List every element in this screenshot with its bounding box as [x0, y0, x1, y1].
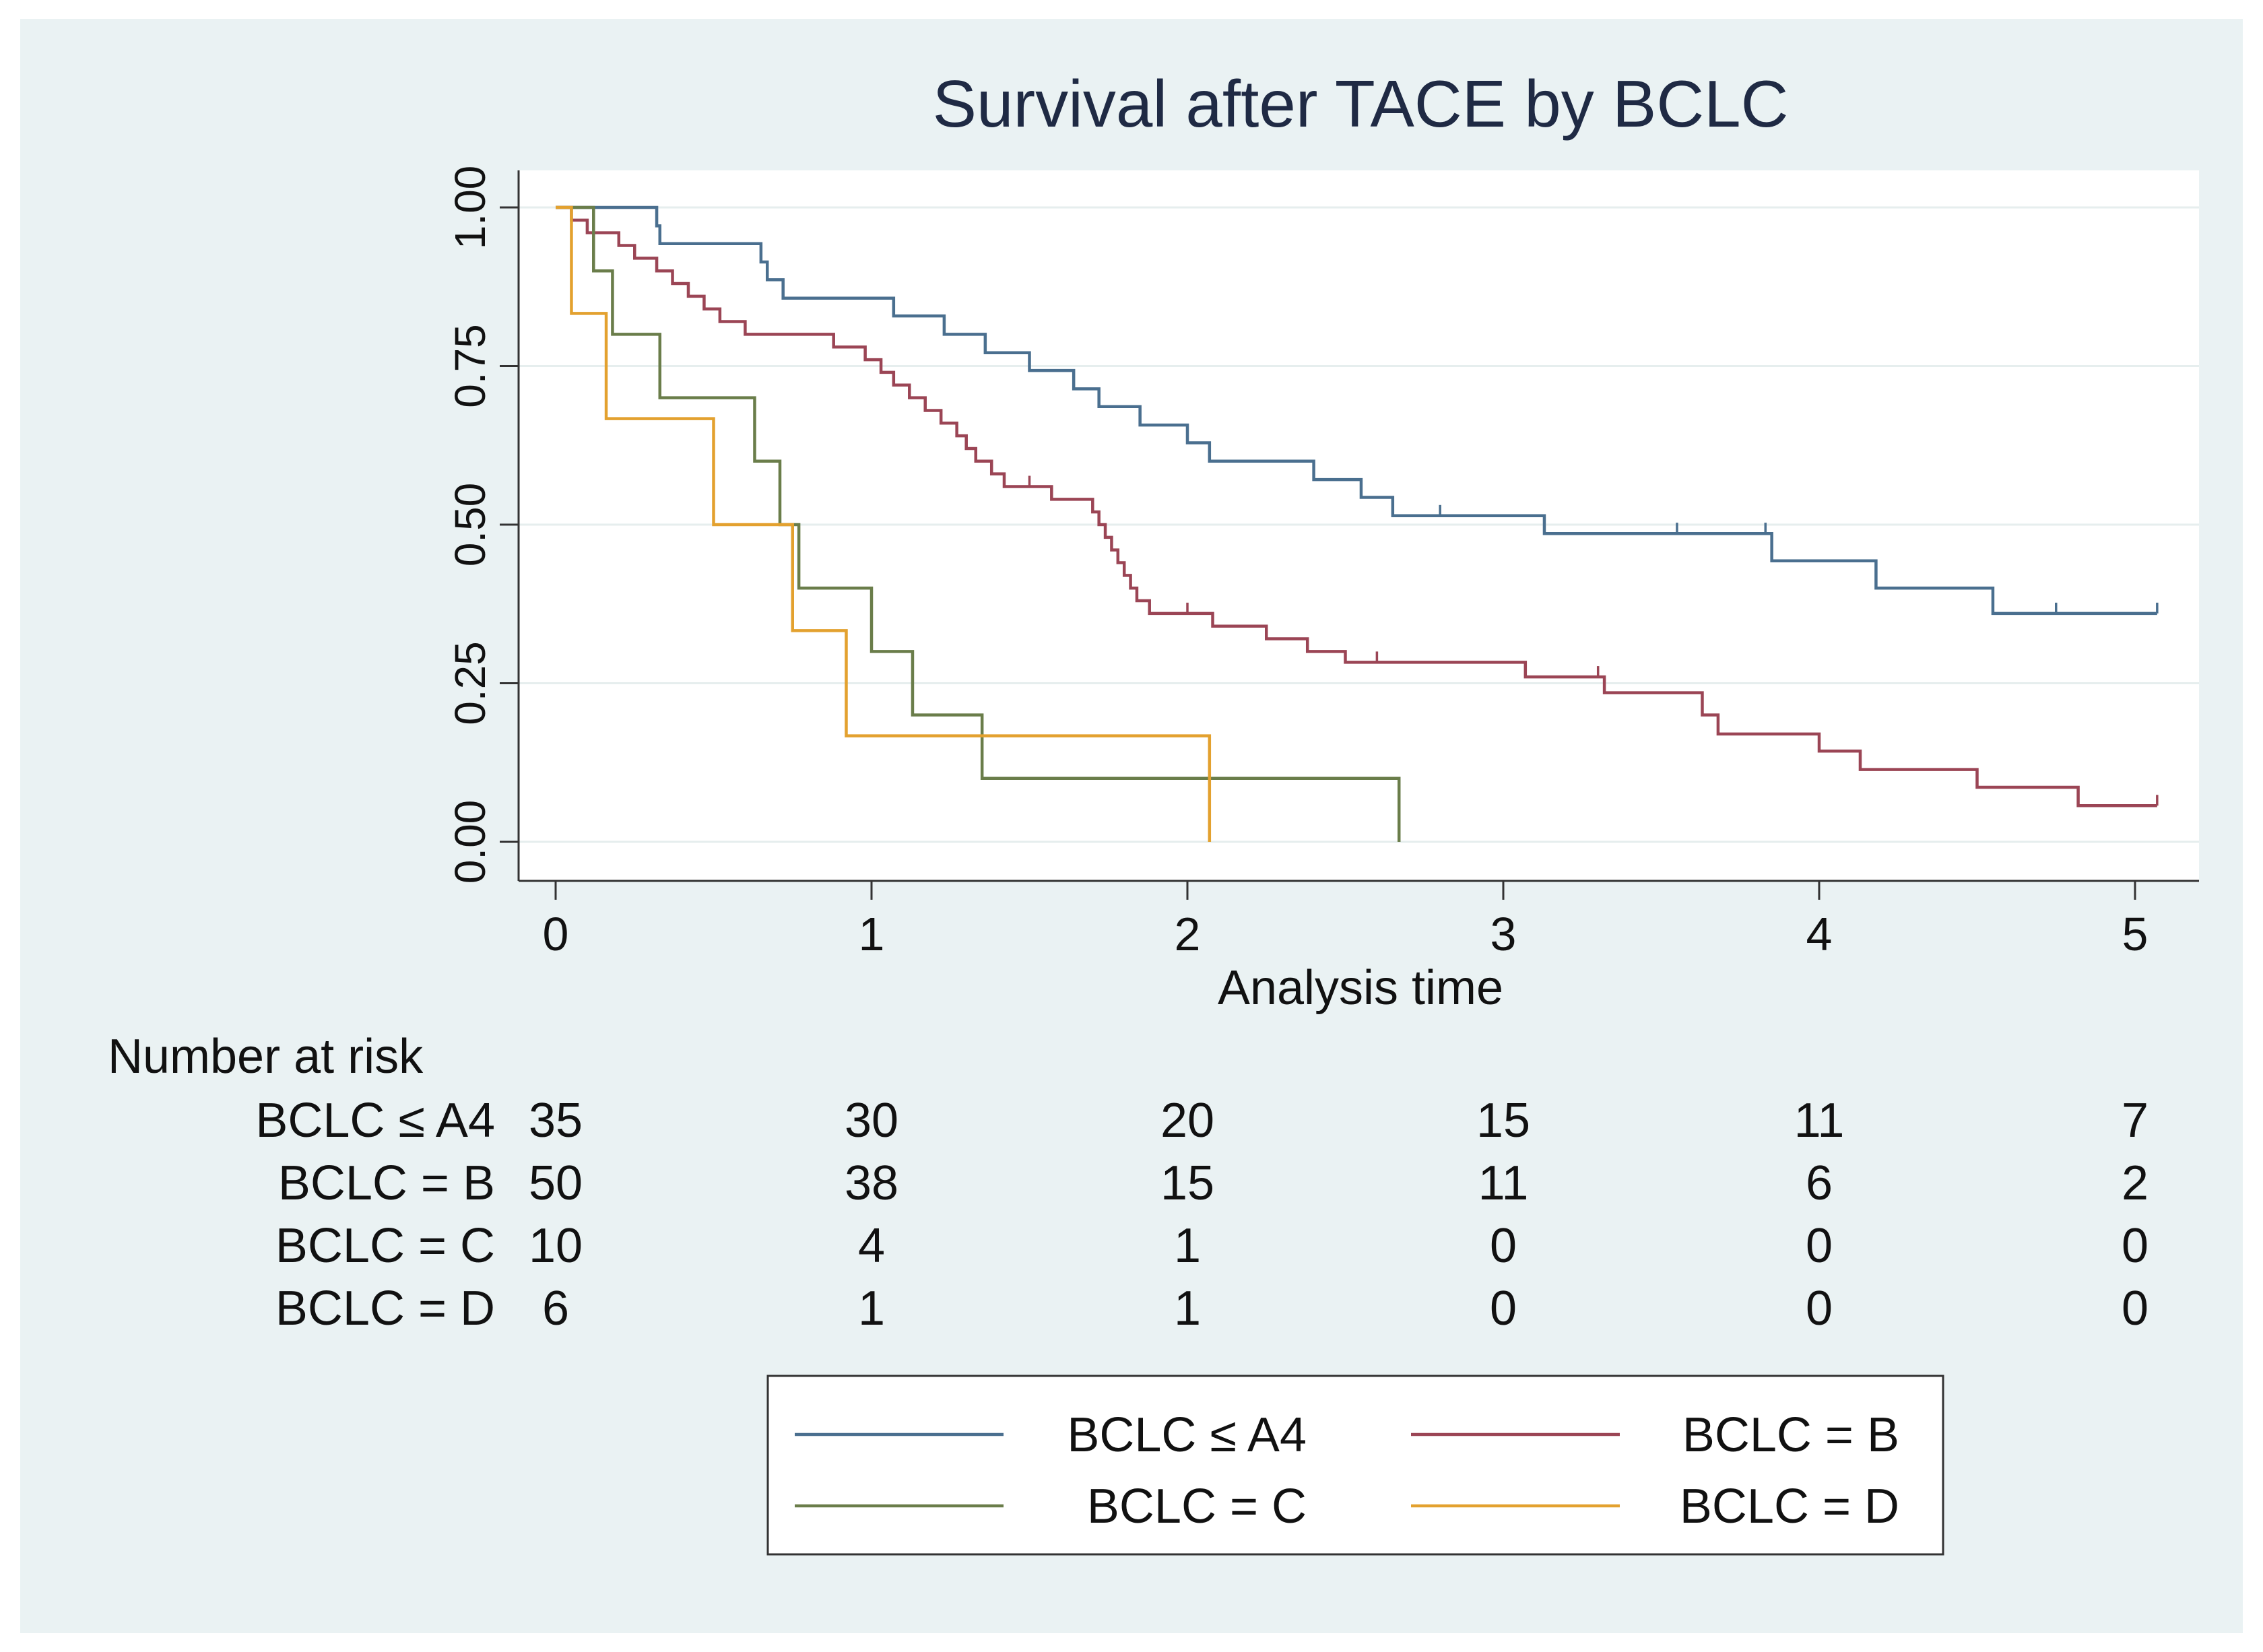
legend-label-2: BCLC = B	[1682, 1408, 1899, 1462]
risk-row-label: BCLC ≤ A4	[255, 1094, 495, 1148]
risk-count: 0	[1806, 1219, 1833, 1273]
risk-table: Number at risk BCLC ≤ A4 35 30 20 15 11 7BCLC …	[108, 1030, 2149, 1335]
risk-count: 1	[1174, 1282, 1201, 1335]
risk-count: 30	[845, 1094, 898, 1148]
legend-label-1: BCLC ≤ A4	[1067, 1408, 1307, 1462]
risk-count: 0	[2122, 1282, 2149, 1335]
survival-curve-series-1	[556, 205, 2157, 616]
risk-count: 6	[1806, 1156, 1833, 1210]
risk-count: 38	[845, 1156, 898, 1210]
legend-box	[766, 1375, 1944, 1556]
risk-row-label: BCLC = B	[278, 1156, 495, 1210]
risk-count: 15	[1160, 1156, 1214, 1210]
survival-curves	[556, 205, 2159, 842]
risk-count: 0	[1490, 1282, 1517, 1335]
risk-row-label: BCLC = C	[275, 1219, 495, 1273]
x-tick-label: 5	[2122, 908, 2149, 960]
risk-count: 1	[858, 1282, 885, 1335]
survival-curve-series-4	[556, 205, 1212, 842]
x-ticks: 0 1 2 3 4 5	[543, 881, 2149, 960]
y-tick-label: 0.25	[446, 641, 494, 725]
legend: BCLC ≤ A4 BCLC = B BCLC = C BCLC = D	[766, 1375, 1944, 1556]
risk-count: 0	[1806, 1282, 1833, 1335]
risk-count: 11	[1478, 1156, 1529, 1210]
legend-label-3: BCLC = C	[1087, 1480, 1307, 1533]
y-tick-label: 0.00	[446, 800, 494, 884]
risk-count: 0	[1490, 1219, 1517, 1273]
x-tick-label: 1	[859, 908, 885, 960]
risk-row-label: BCLC = D	[275, 1282, 495, 1335]
risk-table-heading: Number at risk	[108, 1030, 424, 1084]
x-tick-label: 0	[543, 908, 569, 960]
y-tick-label: 0.75	[446, 324, 494, 408]
x-axis-label: Analysis time	[1218, 961, 1503, 1015]
risk-count: 35	[529, 1094, 583, 1148]
figure-background: Survival after TACE by BCLC 0.00 0.25 0.50…	[20, 19, 2243, 1633]
y-tick-label: 0.50	[446, 483, 494, 567]
risk-count: 15	[1476, 1094, 1530, 1148]
survival-curve-series-2	[556, 205, 2157, 807]
risk-count: 2	[2122, 1156, 2149, 1210]
risk-count: 4	[858, 1219, 885, 1273]
y-ticks: 0.00 0.25 0.50 0.75 1.00	[446, 166, 519, 884]
risk-count: 11	[1794, 1094, 1845, 1148]
x-tick-label: 3	[1490, 908, 1517, 960]
risk-count: 0	[2122, 1219, 2149, 1273]
y-tick-label: 1.00	[446, 166, 494, 250]
x-tick-label: 2	[1175, 908, 1201, 960]
risk-count: 7	[2122, 1094, 2149, 1148]
x-tick-label: 4	[1806, 908, 1833, 960]
chart-title: Survival after TACE by BCLC	[933, 67, 1789, 141]
risk-count: 50	[529, 1156, 583, 1210]
risk-count: 1	[1174, 1219, 1201, 1273]
legend-label-4: BCLC = D	[1680, 1480, 1899, 1533]
risk-count: 10	[529, 1219, 583, 1273]
chart: Survival after TACE by BCLC 0.00 0.25 0.50…	[108, 67, 2199, 1556]
risk-count: 6	[542, 1282, 569, 1335]
risk-count: 20	[1160, 1094, 1214, 1148]
